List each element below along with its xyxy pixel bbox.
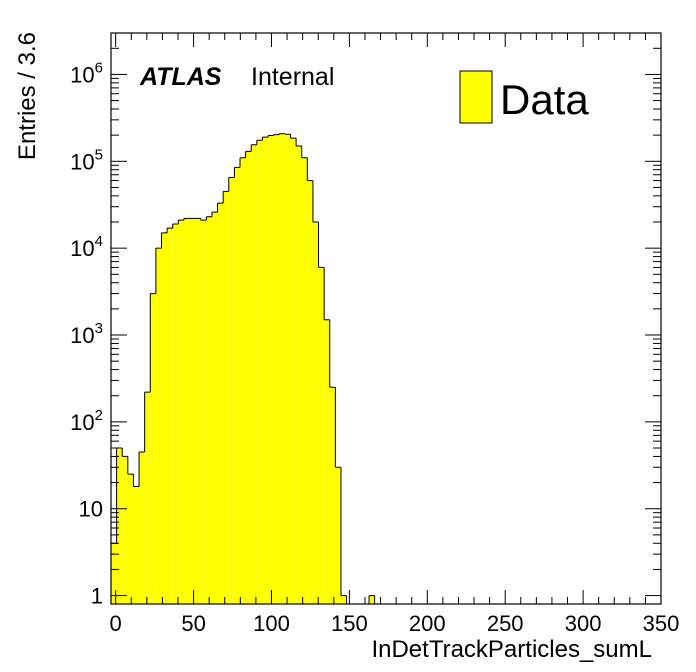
histogram-bar [324, 319, 330, 604]
histogram-bar [268, 135, 274, 604]
histogram-bar [122, 456, 128, 604]
histogram-bar [189, 218, 196, 604]
histogram-bar [144, 392, 151, 604]
histogram-bar [369, 595, 375, 604]
x-tick-label: 100 [253, 611, 290, 636]
histogram-bar [200, 220, 207, 605]
internal-label: Internal [251, 63, 334, 91]
x-tick-label: 50 [181, 611, 205, 636]
histogram-bar [127, 474, 134, 604]
x-tick-label: 300 [565, 611, 602, 636]
histogram-bar [335, 467, 341, 604]
histogram-bar [296, 146, 302, 605]
legend-label: Data [500, 76, 589, 123]
histogram-bar [329, 387, 336, 604]
x-tick-label: 350 [643, 611, 680, 636]
histogram-bar [240, 157, 246, 604]
histogram-bar [245, 151, 252, 604]
x-tick-label: 250 [487, 611, 524, 636]
histogram-bar [116, 448, 123, 604]
histogram-bar [139, 451, 145, 604]
x-axis-label: InDetTrackParticles_sumL [371, 636, 652, 663]
x-axis: 0 50 100 150 200 250 300 350 [110, 33, 680, 636]
histogram-bar [312, 222, 319, 604]
histogram-bar [279, 133, 285, 604]
histogram-bar [223, 191, 229, 604]
histogram-bar [290, 138, 297, 604]
atlas-label: ATLAS [139, 63, 222, 91]
y-tick-label: 1 [91, 584, 103, 609]
y-tick-label: 102 [70, 407, 103, 435]
histogram-bar [262, 137, 269, 605]
histogram-bar [256, 140, 263, 604]
histogram-bar [161, 232, 168, 604]
x-tick-label: 0 [110, 611, 122, 636]
histogram-bar [111, 543, 117, 604]
y-axis-label: Entries / 3.6 [14, 32, 41, 160]
x-tick-label: 150 [331, 611, 368, 636]
histogram-bar [172, 223, 179, 604]
histogram-bar [183, 218, 190, 604]
histogram-bar [150, 293, 156, 604]
histogram-bar [307, 180, 313, 605]
legend-swatch [459, 70, 493, 124]
histogram-bar [340, 595, 347, 604]
y-tick-label: 105 [70, 146, 103, 174]
histogram-bar [195, 218, 201, 604]
y-tick-label: 10 [79, 497, 103, 522]
histogram-bar [178, 220, 184, 605]
histogram-bar [206, 216, 212, 605]
histogram-bar [211, 212, 218, 604]
histogram-bar [234, 167, 241, 604]
histogram-bar [301, 157, 308, 604]
histogram-bar [251, 144, 257, 605]
histogram-bar [155, 248, 162, 604]
histogram-bar [284, 134, 291, 604]
y-tick-label: 104 [70, 233, 103, 261]
histogram-bar [133, 486, 140, 604]
y-tick-label: 103 [70, 320, 103, 348]
legend: Data [459, 70, 589, 124]
histogram-bars [110, 133, 376, 605]
y-tick-label: 106 [70, 59, 103, 87]
histogram-bar [273, 134, 280, 604]
plot-frame [110, 32, 662, 605]
x-tick-label: 200 [409, 611, 446, 636]
histogram-bar [217, 203, 224, 604]
histogram-bar [318, 267, 325, 604]
histogram-bar [167, 228, 173, 604]
histogram-bar [228, 177, 235, 604]
